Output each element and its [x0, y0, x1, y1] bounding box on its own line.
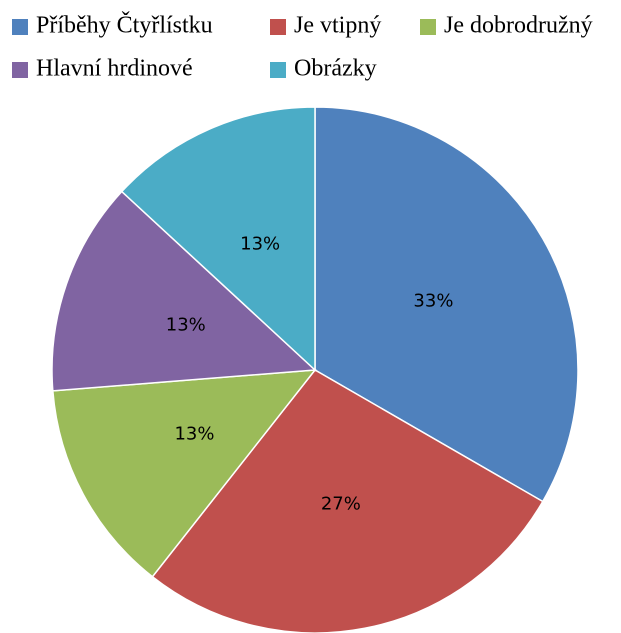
data-label: 13% — [174, 424, 214, 445]
legend-swatch — [270, 62, 286, 78]
pie-slice — [314, 106, 579, 503]
pie-slice — [120, 106, 316, 372]
pie-slice — [51, 190, 317, 392]
legend-label: Příběhy Čtyřlístku — [36, 12, 213, 39]
data-label: 13% — [240, 234, 280, 255]
legend-swatch — [420, 19, 436, 35]
data-label: 33% — [413, 291, 453, 312]
legend-label: Obrázky — [294, 56, 377, 82]
legend-label: Je dobrodružný — [444, 13, 593, 39]
legend-swatch — [12, 62, 28, 78]
pie-slice — [151, 369, 544, 633]
data-label: 27% — [321, 493, 361, 514]
pie-slice — [52, 369, 317, 578]
data-label: 13% — [166, 314, 206, 335]
legend-swatch — [12, 19, 28, 35]
legend-swatch — [270, 19, 286, 35]
legend-label: Hlavní hrdinové — [36, 56, 193, 82]
legend-label: Je vtipný — [294, 13, 381, 39]
